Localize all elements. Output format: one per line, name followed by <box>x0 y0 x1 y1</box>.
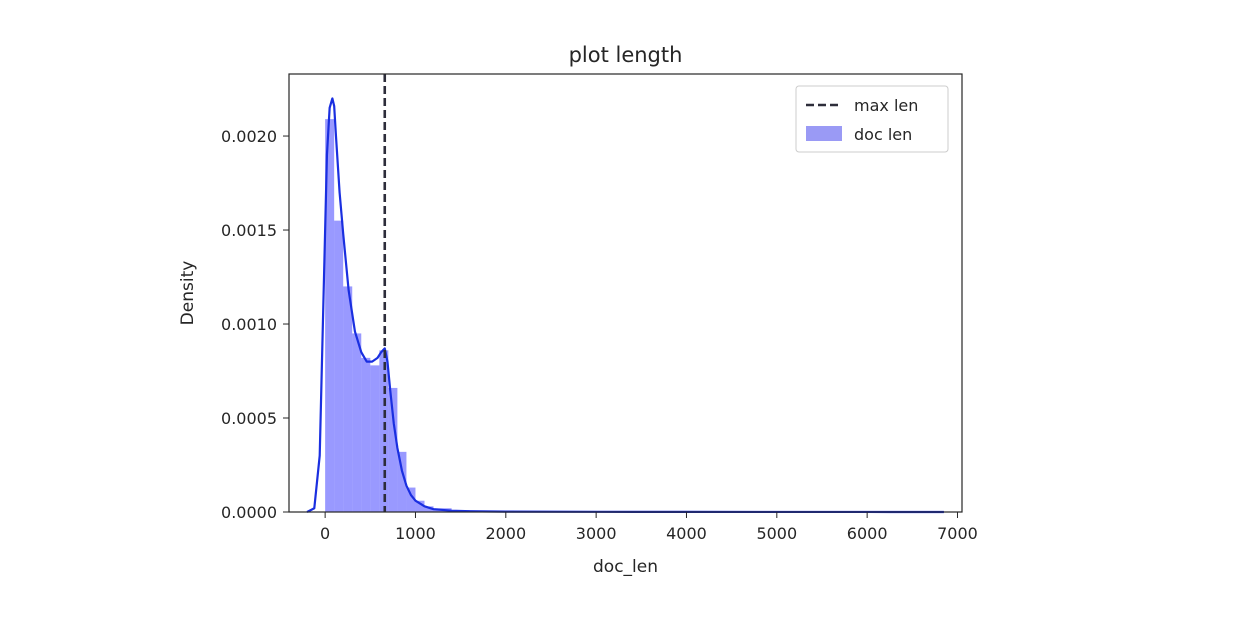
x-tick-label: 2000 <box>485 524 526 543</box>
x-axis-label: doc_len <box>593 557 658 577</box>
x-tick-label: 0 <box>320 524 330 543</box>
x-tick-label: 4000 <box>666 524 707 543</box>
y-tick-label: 0.0020 <box>221 127 277 146</box>
plot-area <box>306 74 944 514</box>
y-tick-label: 0.0015 <box>221 221 277 240</box>
histogram-bar <box>334 220 344 513</box>
histogram-bar <box>388 387 398 512</box>
histogram-bar <box>370 365 380 512</box>
histogram-bar <box>424 506 434 512</box>
histogram-bar <box>352 333 362 512</box>
x-tick-label: 3000 <box>576 524 617 543</box>
y-tick-label: 0.0005 <box>221 409 277 428</box>
legend-label: max len <box>854 96 918 115</box>
histogram-bar <box>361 357 371 512</box>
y-tick-label: 0.0000 <box>221 503 277 522</box>
histogram-bar <box>406 487 416 512</box>
x-tick-label: 6000 <box>847 524 888 543</box>
histogram-bar <box>397 451 407 512</box>
legend-label: doc len <box>854 125 912 144</box>
legend: max len doc len <box>795 85 949 153</box>
histogram-bar <box>343 286 353 512</box>
y-tick-label: 0.0010 <box>221 315 277 334</box>
y-axis-label: Density <box>178 261 198 326</box>
histogram-bar <box>415 500 425 512</box>
legend-swatch-doc-len <box>806 126 842 141</box>
x-tick-label: 5000 <box>756 524 797 543</box>
axes-frame <box>288 73 963 513</box>
histogram-bar <box>379 350 389 512</box>
x-tick-label: 7000 <box>937 524 978 543</box>
histogram-bar <box>325 119 335 513</box>
chart-title: plot length <box>569 43 683 67</box>
x-tick-label: 1000 <box>395 524 436 543</box>
kde-density-line <box>306 97 944 514</box>
axes: 0 1000 2000 3000 4000 5000 6000 7000 0.0000 0.000… <box>221 73 978 543</box>
